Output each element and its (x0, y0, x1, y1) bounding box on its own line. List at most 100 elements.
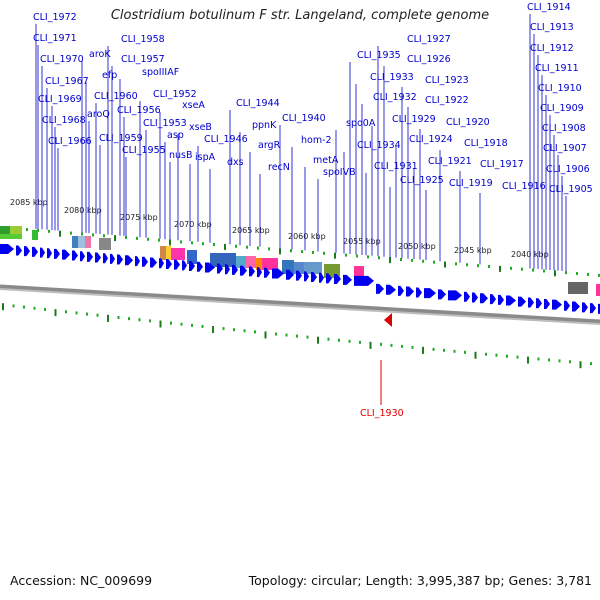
feature-block (72, 236, 78, 248)
gene-label: asp (167, 130, 184, 141)
gene-label: CLI_1919 (449, 178, 493, 189)
outer-tick (92, 233, 94, 237)
inner-tick (191, 323, 193, 327)
gene-label: CLI_1911 (535, 63, 579, 74)
gene-label: CLI_1922 (425, 95, 469, 106)
gene-arrow (326, 273, 332, 284)
highlighted-gene: CLI_1930 (360, 313, 404, 419)
gene-label: CLI_1924 (409, 134, 453, 145)
gene-label: CLI_1908 (542, 123, 586, 134)
gene-arrow (334, 274, 341, 285)
gene-arrow (182, 260, 187, 271)
outer-tick (554, 270, 556, 277)
outer-tick (400, 258, 402, 261)
gene-label: aroQ (87, 109, 110, 120)
outer-tick (81, 232, 83, 236)
inner-tick (285, 333, 288, 337)
gene-arrow (95, 252, 101, 263)
outer-tick (488, 265, 490, 269)
gene-label: CLI_1929 (392, 114, 436, 125)
inner-tick (296, 334, 298, 338)
gene-arrow (286, 269, 294, 280)
gene-arrow (197, 261, 203, 272)
outer-tick (356, 254, 358, 258)
outer-tick (411, 258, 413, 262)
gene-arrow (125, 255, 133, 266)
gene-arrow (424, 288, 436, 299)
outer-tick (521, 267, 523, 271)
gene-arrow (257, 267, 262, 278)
gene-arrow (319, 272, 324, 283)
gene-arrow (296, 270, 302, 281)
kbp-label: 2050 kbp (398, 242, 436, 251)
gene-label: CLI_1944 (236, 98, 280, 109)
gene-arrow (343, 274, 352, 285)
inner-tick (516, 355, 519, 359)
feature-block (294, 262, 304, 274)
inner-tick (306, 335, 309, 339)
outer-tick (279, 248, 281, 255)
kbp-label: 2075 kbp (120, 213, 158, 222)
gene-label: CLI_1910 (538, 83, 582, 94)
gene-label: CLI_1935 (357, 50, 401, 61)
gene-label: CLI_1916 (502, 181, 546, 192)
outer-tick (268, 247, 270, 251)
outer-tick (158, 238, 160, 242)
gene-arrow (528, 297, 534, 308)
outer-tick (466, 263, 468, 267)
inner-tick (149, 319, 151, 323)
kbp-label: 2045 kbp (454, 246, 492, 255)
inner-tick (117, 316, 120, 320)
inner-tick (96, 313, 99, 317)
gene-arrow (205, 262, 215, 273)
outer-tick (378, 256, 380, 260)
inner-tick (548, 358, 550, 362)
gene-label: CLI_1972 (33, 12, 77, 23)
inner-tick (380, 342, 382, 346)
inner-tick (159, 320, 162, 328)
gene-label: CLI_1970 (40, 54, 84, 65)
outer-tick (103, 234, 105, 238)
feature-block (0, 234, 22, 239)
gene-arrows (0, 244, 600, 314)
feature-block (85, 236, 91, 248)
gene-arrow (174, 259, 180, 270)
outer-tick (312, 250, 314, 254)
outer-tick (136, 236, 138, 240)
gene-arrow (54, 248, 60, 259)
inner-tick (453, 349, 456, 353)
gene-label: CLI_1909 (540, 103, 584, 114)
gene-arrow (448, 290, 462, 301)
outer-tick (147, 237, 149, 241)
outer-tick (345, 253, 347, 257)
outer-tick (246, 245, 248, 249)
gene-label: CLI_1946 (204, 134, 248, 145)
gene-label: CLI_1907 (543, 143, 587, 154)
gene-arrow (480, 293, 488, 304)
gene-label: CLI_1923 (425, 75, 469, 86)
gene-arrow (406, 286, 414, 297)
gene-arrow (304, 271, 309, 282)
inner-tick (569, 360, 571, 364)
gene-arrow (189, 261, 195, 272)
outer-tick (532, 268, 534, 272)
gene-label: xseB (189, 122, 212, 133)
outer-tick (169, 239, 171, 246)
gene-arrow (232, 264, 238, 275)
gene-arrow (142, 256, 148, 267)
inner-tick (44, 307, 46, 311)
gene-arrow (217, 263, 223, 274)
outer-tick (26, 228, 28, 232)
gene-label: CLI_1926 (407, 54, 451, 65)
inner-tick (537, 357, 540, 361)
gene-arrow (47, 248, 52, 259)
gene-label: argR (258, 140, 281, 151)
gene-label: CLI_1906 (546, 164, 590, 175)
genome-backbone-shadow (0, 288, 600, 325)
gene-arrow (72, 250, 78, 261)
gene-label: CLI_1952 (153, 89, 197, 100)
inner-tick (317, 336, 319, 344)
inner-tick (411, 345, 414, 349)
label-leader-lines (35, 14, 567, 272)
gene-arrow (32, 246, 38, 257)
